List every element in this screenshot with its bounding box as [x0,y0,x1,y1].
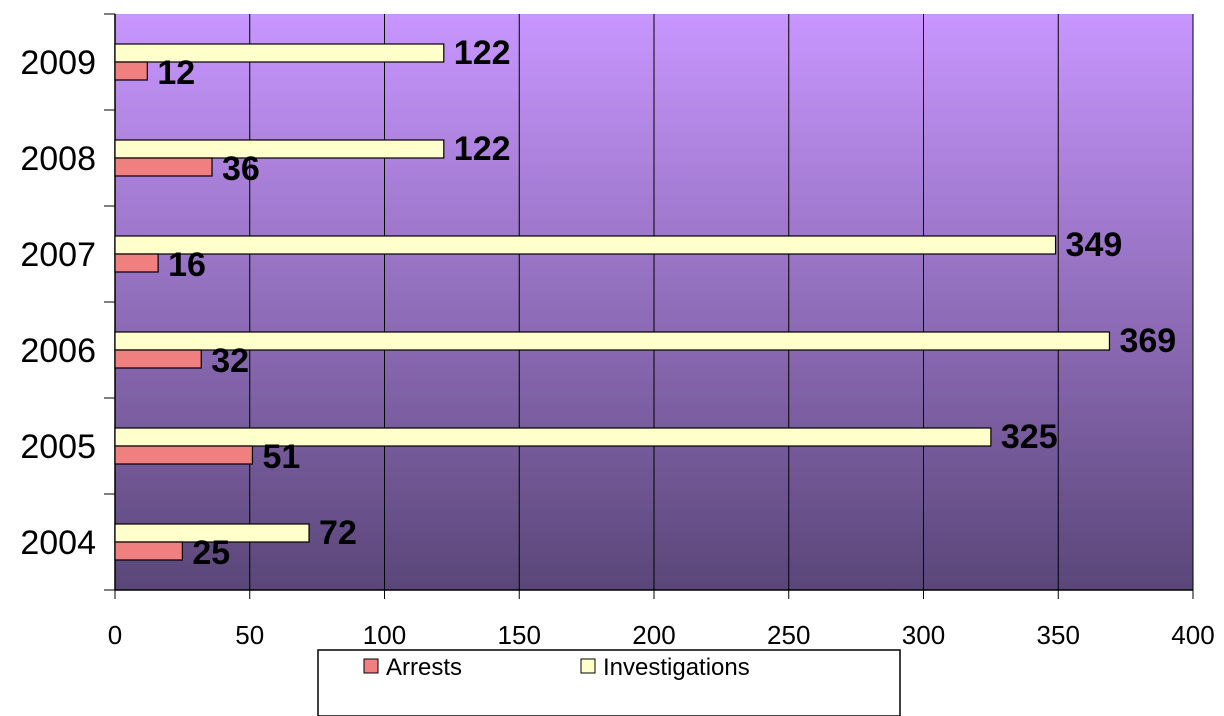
bar-investigations [114,427,992,447]
data-label-investigations: 122 [454,130,511,168]
x-tick-label: 350 [1037,620,1080,650]
x-tick-label: 300 [902,620,945,650]
data-label-arrests: 32 [211,342,249,380]
y-category-label: 2004 [20,524,96,562]
axes: 0 50 100 150 200 250 300 350 400 2004 2005 2006 2007… [20,13,1215,650]
bar-investigations [114,43,445,63]
data-label-investigations: 369 [1119,322,1176,360]
bar-arrests [114,445,254,465]
data-label-arrests: 36 [222,150,260,188]
bar-arrests [114,349,202,369]
data-label-arrests: 16 [168,246,206,284]
x-tick-label: 250 [767,620,810,650]
data-label-arrests: 25 [192,534,230,572]
bar-investigations [114,139,445,159]
y-category-label: 2006 [20,332,96,370]
bar-investigations [114,235,1057,255]
data-label-investigations: 72 [319,514,357,552]
data-labels: 72 25 325 51 369 32 349 16 122 36 122 12 [157,34,1176,572]
bar-investigations [114,331,1111,351]
bar-arrests [114,253,159,273]
bar-investigations [114,523,310,543]
data-label-arrests: 12 [157,54,195,92]
bar-arrests [114,157,213,177]
bar-arrests [114,61,148,81]
data-label-investigations: 349 [1066,226,1123,264]
bars [114,43,1111,561]
x-tick-label: 400 [1171,620,1214,650]
x-tick-label: 200 [632,620,675,650]
y-category-label: 2005 [20,428,96,466]
data-label-investigations: 122 [454,34,511,72]
x-tick-label: 50 [235,620,264,650]
data-label-investigations: 325 [1001,418,1058,456]
data-label-arrests: 51 [262,438,300,476]
y-category-label: 2008 [20,140,96,178]
x-tick-label: 150 [498,620,541,650]
legend-swatch-arrests [363,658,379,674]
y-category-label: 2009 [20,44,96,82]
legend-box [317,649,901,716]
y-category-label: 2007 [20,236,96,274]
bar-arrests [114,541,183,561]
legend-label-arrests: Arrests [386,654,462,681]
legend: Arrests Investigations [317,649,901,716]
x-tick-label: 100 [363,620,406,650]
legend-label-investigations: Investigations [603,654,750,681]
x-tick-label: 0 [108,620,122,650]
legend-swatch-investigations [580,658,596,674]
